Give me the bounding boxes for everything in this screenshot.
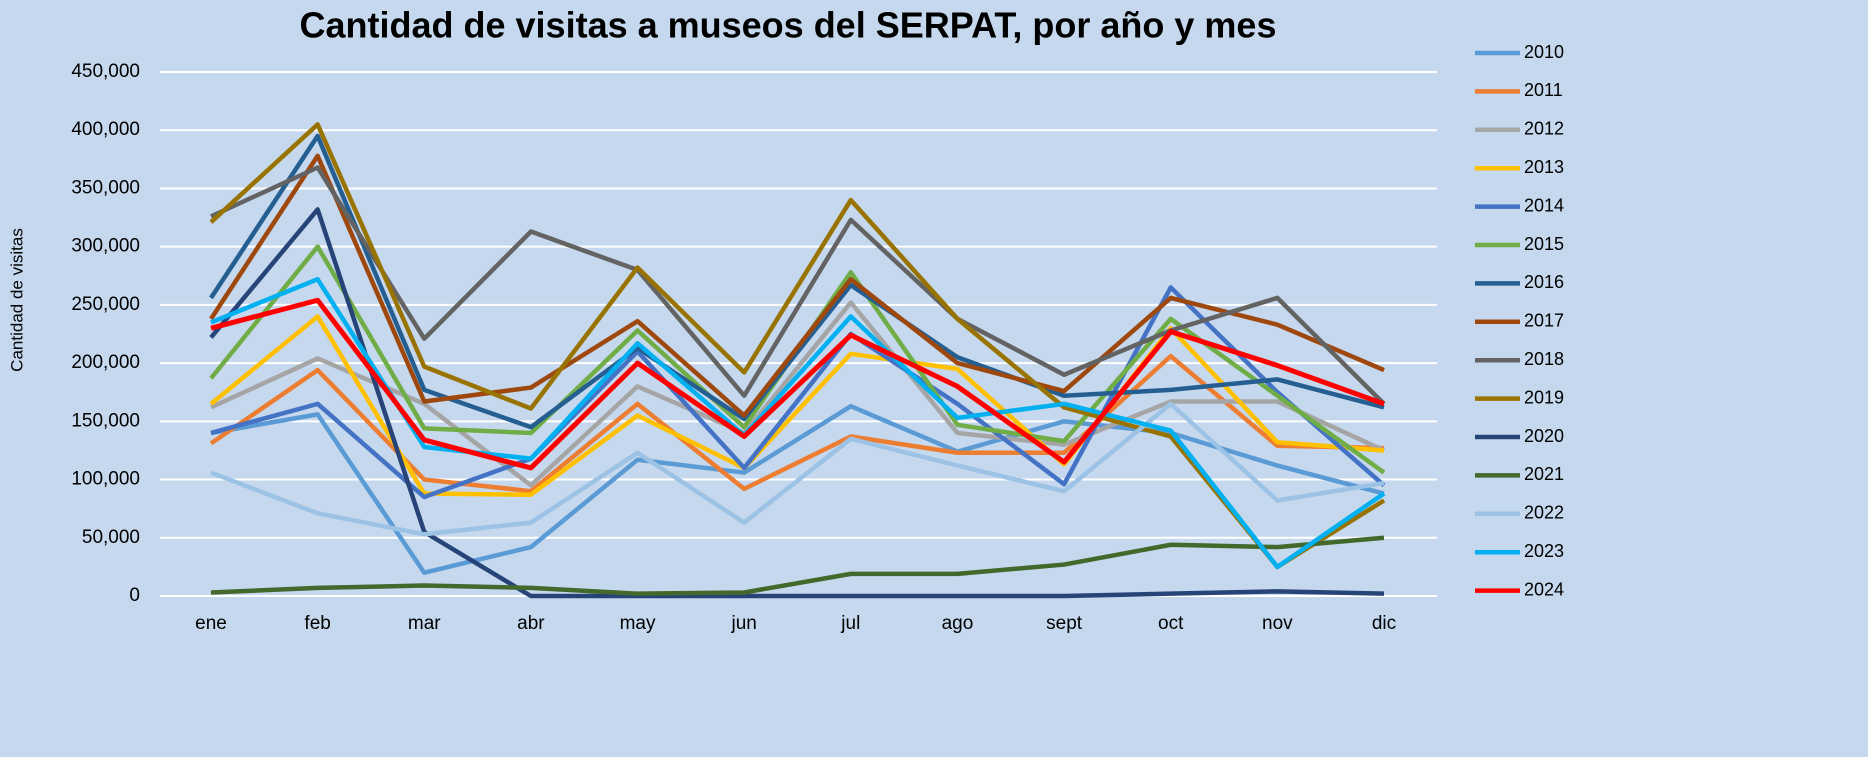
legend-label: 2018 bbox=[1524, 349, 1564, 369]
legend-label: 2012 bbox=[1524, 119, 1564, 139]
x-tick-label: nov bbox=[1262, 613, 1293, 634]
series-line bbox=[209, 314, 1385, 497]
legend-label: 2020 bbox=[1524, 426, 1564, 446]
legend-label: 2016 bbox=[1524, 272, 1564, 292]
x-tick-label: oct bbox=[1158, 613, 1184, 634]
legend-label: 2011 bbox=[1524, 80, 1563, 100]
series-line bbox=[209, 133, 1385, 430]
x-tick-label: sept bbox=[1046, 613, 1083, 634]
x-tick-label: ene bbox=[195, 613, 227, 634]
series-line bbox=[210, 403, 1385, 575]
x-tick-label: mar bbox=[408, 613, 441, 634]
legend-label: 2021 bbox=[1524, 464, 1564, 484]
x-tick-label: jul bbox=[840, 613, 860, 634]
series-line bbox=[210, 297, 1385, 471]
y-tick-label: 0 bbox=[129, 585, 140, 606]
legend-label: 2010 bbox=[1524, 42, 1564, 62]
series-line bbox=[210, 401, 1385, 537]
series-line bbox=[210, 165, 1386, 406]
y-tick-label: 250,000 bbox=[71, 294, 140, 315]
x-tick-label: may bbox=[620, 613, 656, 634]
chart-title: Cantidad de visitas a museos del SERPAT,… bbox=[300, 5, 1277, 46]
legend-label: 2015 bbox=[1524, 234, 1564, 254]
x-tick-label: jun bbox=[731, 613, 757, 634]
y-tick-label: 100,000 bbox=[71, 469, 140, 490]
legend-label: 2019 bbox=[1524, 387, 1564, 407]
legend-label: 2014 bbox=[1524, 195, 1564, 215]
x-tick-label: feb bbox=[304, 613, 330, 634]
y-axis-label: Cantidad de visitas bbox=[7, 228, 26, 372]
y-tick-label: 450,000 bbox=[71, 61, 140, 82]
x-tick-label: ago bbox=[942, 613, 974, 634]
y-tick-label: 150,000 bbox=[71, 410, 140, 431]
series-line bbox=[209, 122, 1386, 570]
legend-label: 2013 bbox=[1524, 157, 1564, 177]
x-tick-label: abr bbox=[517, 613, 545, 634]
y-tick-label: 300,000 bbox=[71, 236, 140, 257]
series-line bbox=[210, 535, 1385, 596]
series-line bbox=[209, 153, 1385, 418]
y-tick-label: 200,000 bbox=[71, 352, 140, 373]
y-tick-label: 50,000 bbox=[82, 527, 140, 548]
legend-label: 2024 bbox=[1524, 579, 1564, 599]
y-tick-label: 350,000 bbox=[71, 177, 140, 198]
legend-label: 2017 bbox=[1524, 311, 1564, 331]
legend-label: 2022 bbox=[1524, 503, 1564, 523]
x-tick-label: dic bbox=[1372, 613, 1396, 634]
legend-label: 2023 bbox=[1524, 541, 1564, 561]
y-tick-label: 400,000 bbox=[71, 119, 140, 140]
series-line bbox=[209, 207, 1385, 599]
